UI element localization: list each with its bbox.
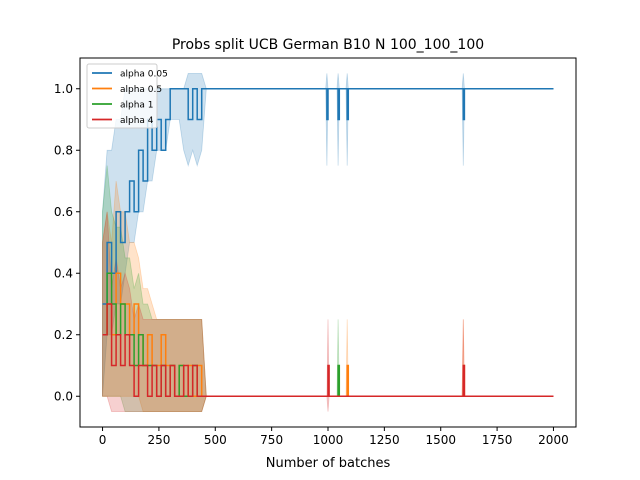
legend-label: alpha 0.05 — [120, 70, 168, 80]
x-tick-label: 750 — [260, 433, 283, 447]
y-tick-label: 0.0 — [54, 389, 73, 403]
x-tick-label: 1750 — [482, 433, 513, 447]
x-tick-label: 0 — [99, 433, 107, 447]
x-tick-label: 500 — [204, 433, 227, 447]
y-tick-label: 0.6 — [54, 205, 73, 219]
series-line-0 — [102, 88, 554, 305]
y-tick-label: 0.2 — [54, 328, 73, 342]
legend-box — [86, 63, 158, 129]
x-axis: 0 250 500 750 1000 1250 1500 1750 2000 — [99, 427, 569, 447]
y-tick-label: 1.0 — [54, 82, 73, 96]
x-tick-label: 250 — [147, 433, 170, 447]
x-axis-label: Number of batches — [266, 456, 391, 471]
y-axis: 0.0 0.2 0.4 0.6 0.8 1.0 — [54, 82, 80, 403]
legend-label: alpha 1 — [120, 101, 154, 111]
chart-title: Probs split UCB German B10 N 100_100_100 — [172, 37, 484, 53]
legend-label: alpha 0.5 — [120, 85, 162, 95]
y-tick-label: 0.8 — [54, 143, 73, 157]
x-tick-label: 1500 — [425, 433, 456, 447]
x-tick-label: 1000 — [313, 433, 344, 447]
y-tick-label: 0.4 — [54, 266, 73, 280]
x-tick-label: 1250 — [369, 433, 400, 447]
x-tick-label: 2000 — [538, 433, 569, 447]
lines-layer — [102, 88, 554, 398]
series-line-3 — [102, 303, 554, 398]
legend: alpha 0.05 alpha 0.5 alpha 1 alpha 4 — [86, 63, 168, 129]
legend-label: alpha 4 — [120, 116, 154, 126]
